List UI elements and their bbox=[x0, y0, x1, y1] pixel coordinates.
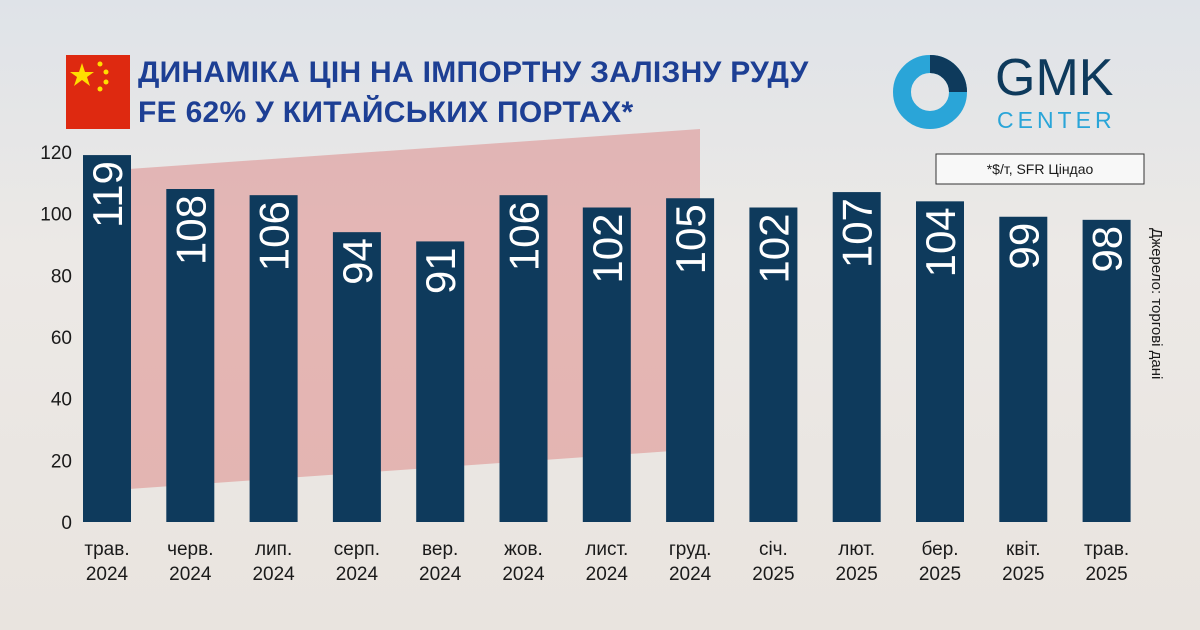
x-tick-label: лют. 2025 bbox=[835, 539, 878, 585]
value-label: 102 bbox=[750, 214, 797, 284]
y-tick-label: 100 bbox=[40, 205, 72, 226]
logo-subtext: CENTER bbox=[997, 107, 1116, 133]
y-tick-label: 40 bbox=[51, 390, 72, 411]
bar bbox=[332, 232, 381, 522]
value-label: 98 bbox=[1084, 226, 1131, 273]
value-label: 104 bbox=[917, 207, 964, 277]
x-tick-label: бер. 2025 bbox=[918, 539, 962, 585]
value-label: 119 bbox=[84, 161, 131, 228]
bar bbox=[999, 216, 1048, 522]
value-label: 106 bbox=[501, 201, 548, 271]
x-tick-label: трав. 2025 bbox=[1083, 539, 1130, 585]
y-tick-label: 80 bbox=[51, 266, 72, 287]
flag-star bbox=[70, 63, 94, 86]
value-label: 107 bbox=[834, 198, 881, 268]
logo-text: GMK bbox=[995, 49, 1114, 107]
x-tick-label: квіт. 2025 bbox=[1002, 539, 1045, 585]
bar bbox=[166, 189, 215, 522]
note-box bbox=[935, 153, 1145, 185]
bar bbox=[1082, 219, 1131, 523]
source: Джерело: торгові дані bbox=[1148, 228, 1165, 379]
y-tick-label: 20 bbox=[51, 451, 72, 472]
bar bbox=[749, 207, 798, 522]
x-tick-label: груд. 2024 bbox=[668, 539, 712, 585]
flag bbox=[66, 55, 130, 129]
bar bbox=[83, 155, 131, 523]
x-tick-label: січ. 2025 bbox=[752, 539, 795, 585]
y-tick-label: 60 bbox=[51, 328, 72, 349]
bar bbox=[916, 201, 964, 523]
note: *$/т, SFR Ціндао bbox=[987, 161, 1094, 177]
bar bbox=[582, 207, 631, 522]
y-tick-label: 120 bbox=[40, 143, 72, 164]
value-label: 106 bbox=[251, 201, 298, 271]
flag-star bbox=[97, 86, 103, 92]
x-tick-label: трав. 2024 bbox=[84, 539, 130, 585]
flag-star bbox=[103, 69, 109, 75]
y-tick-label: 0 bbox=[61, 513, 72, 534]
x-tick-label: лист. 2024 bbox=[585, 539, 629, 585]
chart-title: ДИНАМІКА ЦІН НА ІМПОРТНУ ЗАЛІЗНУ РУДУ bbox=[138, 56, 809, 89]
bar bbox=[832, 192, 881, 523]
x-tick-label: черв. 2024 bbox=[167, 539, 214, 585]
value-label: 91 bbox=[417, 247, 464, 294]
logo-ring bbox=[929, 55, 967, 93]
bar bbox=[416, 241, 465, 522]
value-label: 99 bbox=[1000, 223, 1047, 270]
flag-star bbox=[103, 79, 109, 85]
x-tick-label: лип. 2024 bbox=[252, 539, 295, 585]
value-label: 108 bbox=[167, 195, 214, 265]
value-label: 102 bbox=[584, 214, 631, 284]
x-tick-label: вер. 2024 bbox=[419, 539, 462, 585]
flag-star bbox=[97, 61, 103, 67]
x-tick-label: серп. 2024 bbox=[333, 539, 380, 585]
chart-title: FE 62% У КИТАЙСЬКИХ ПОРТАХ* bbox=[138, 96, 634, 129]
value-label: 105 bbox=[667, 204, 714, 274]
bar bbox=[249, 195, 298, 522]
value-label: 94 bbox=[334, 238, 381, 285]
x-tick-label: жов. 2024 bbox=[502, 539, 545, 585]
bar bbox=[666, 198, 715, 522]
bar bbox=[499, 195, 548, 522]
